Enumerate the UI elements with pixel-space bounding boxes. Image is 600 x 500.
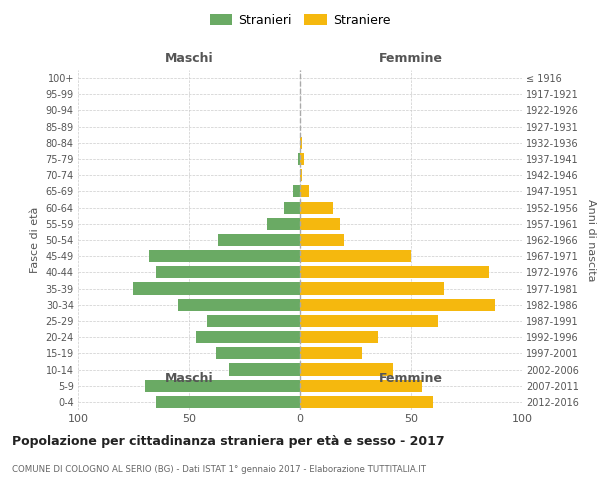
- Text: Femmine: Femmine: [379, 52, 443, 65]
- Bar: [145, 380, 300, 392]
- Bar: [156, 396, 300, 408]
- Bar: [300, 364, 393, 376]
- Bar: [300, 315, 437, 327]
- Bar: [300, 396, 433, 408]
- Bar: [300, 298, 496, 311]
- Bar: [298, 153, 300, 165]
- Bar: [300, 186, 309, 198]
- Bar: [300, 250, 411, 262]
- Y-axis label: Fasce di età: Fasce di età: [30, 207, 40, 273]
- Bar: [178, 298, 300, 311]
- Bar: [156, 266, 300, 278]
- Bar: [300, 153, 304, 165]
- Bar: [300, 348, 362, 360]
- Bar: [149, 250, 300, 262]
- Y-axis label: Anni di nascita: Anni di nascita: [586, 198, 596, 281]
- Bar: [215, 348, 300, 360]
- Bar: [300, 331, 378, 343]
- Bar: [229, 364, 300, 376]
- Bar: [300, 282, 445, 294]
- Bar: [267, 218, 300, 230]
- Bar: [196, 331, 300, 343]
- Bar: [207, 315, 300, 327]
- Text: Popolazione per cittadinanza straniera per età e sesso - 2017: Popolazione per cittadinanza straniera p…: [12, 435, 445, 448]
- Bar: [133, 282, 300, 294]
- Text: Maschi: Maschi: [164, 372, 214, 386]
- Bar: [300, 169, 302, 181]
- Bar: [293, 186, 300, 198]
- Bar: [300, 137, 302, 149]
- Text: Femmine: Femmine: [379, 372, 443, 386]
- Bar: [300, 234, 344, 246]
- Bar: [300, 266, 489, 278]
- Bar: [300, 202, 334, 213]
- Bar: [300, 380, 422, 392]
- Bar: [218, 234, 300, 246]
- Text: Maschi: Maschi: [164, 52, 214, 65]
- Text: COMUNE DI COLOGNO AL SERIO (BG) - Dati ISTAT 1° gennaio 2017 - Elaborazione TUTT: COMUNE DI COLOGNO AL SERIO (BG) - Dati I…: [12, 465, 426, 474]
- Bar: [300, 218, 340, 230]
- Bar: [284, 202, 300, 213]
- Legend: Stranieri, Straniere: Stranieri, Straniere: [205, 8, 395, 32]
